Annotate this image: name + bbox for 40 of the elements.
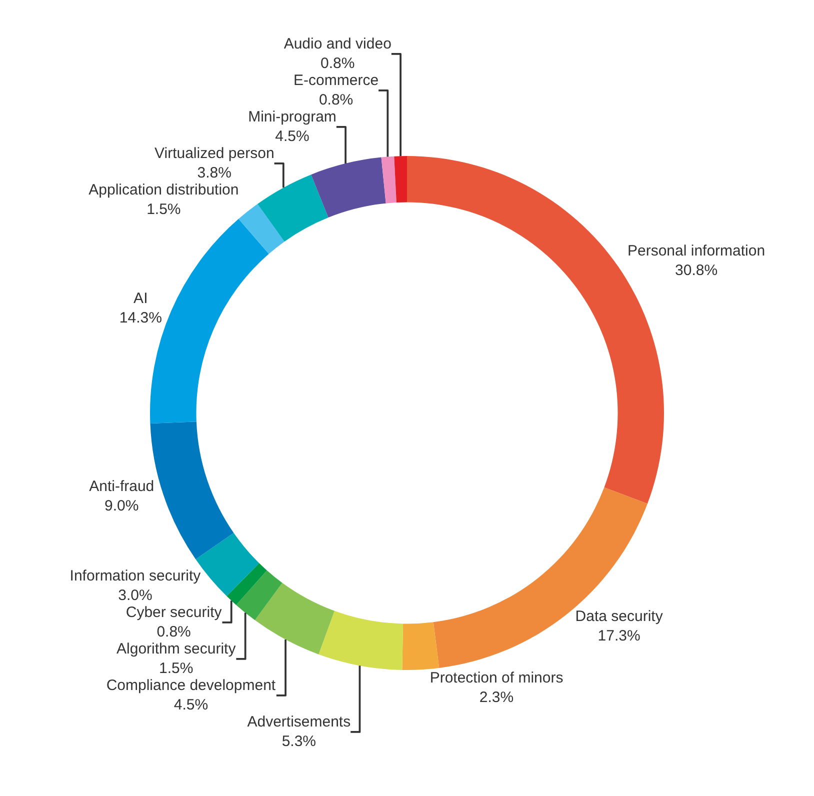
data-label: 4.5% <box>275 128 310 146</box>
data-label: 4.5% <box>174 696 208 714</box>
data-label: 5.3% <box>282 733 316 750</box>
donut-slice <box>236 570 282 620</box>
data-label: 0.8% <box>156 624 191 641</box>
data-label: 2.3% <box>479 689 514 706</box>
slice-label: Application distribution <box>88 182 239 199</box>
donut-slice <box>381 156 396 204</box>
slice-label: Mini-program <box>248 108 336 126</box>
data-label: 3.8% <box>197 164 232 182</box>
data-label: 3.0% <box>118 587 152 604</box>
donut-slice <box>258 174 328 242</box>
donut-slice <box>402 622 440 670</box>
data-label: 1.5% <box>159 660 194 678</box>
donut-slice <box>238 204 284 254</box>
donut-slice <box>318 610 404 670</box>
slice-label: Cyber security <box>126 604 222 622</box>
slice-label: Data security <box>575 608 664 625</box>
donut-slice <box>254 582 335 654</box>
slice-label: AI <box>134 290 148 308</box>
donut-slice <box>311 157 386 218</box>
donut-slice <box>394 156 407 203</box>
slice-label: Audio and video <box>284 36 392 53</box>
slice-label: Information security <box>70 568 202 585</box>
data-label: 14.3% <box>119 310 162 327</box>
data-label: 30.8% <box>675 262 718 280</box>
slice-label: Advertisements <box>247 714 351 731</box>
data-label: 0.8% <box>318 92 354 109</box>
data-label: 1.5% <box>146 201 181 218</box>
slice-label: Protection of minors <box>430 670 564 687</box>
data-label: 0.8% <box>320 55 355 72</box>
data-label: 9.0% <box>104 498 139 515</box>
slice-label: E-commerce <box>294 72 379 90</box>
slice-label: Anti-fraud <box>89 478 154 496</box>
slice-label: Personal information <box>627 242 766 260</box>
donut-slice <box>226 563 267 605</box>
slice-label: Virtualized person <box>154 145 274 162</box>
data-label: 17.3% <box>598 627 640 644</box>
slice-label: Compliance development <box>106 677 276 694</box>
slice-label: Algorithm security <box>116 640 236 658</box>
